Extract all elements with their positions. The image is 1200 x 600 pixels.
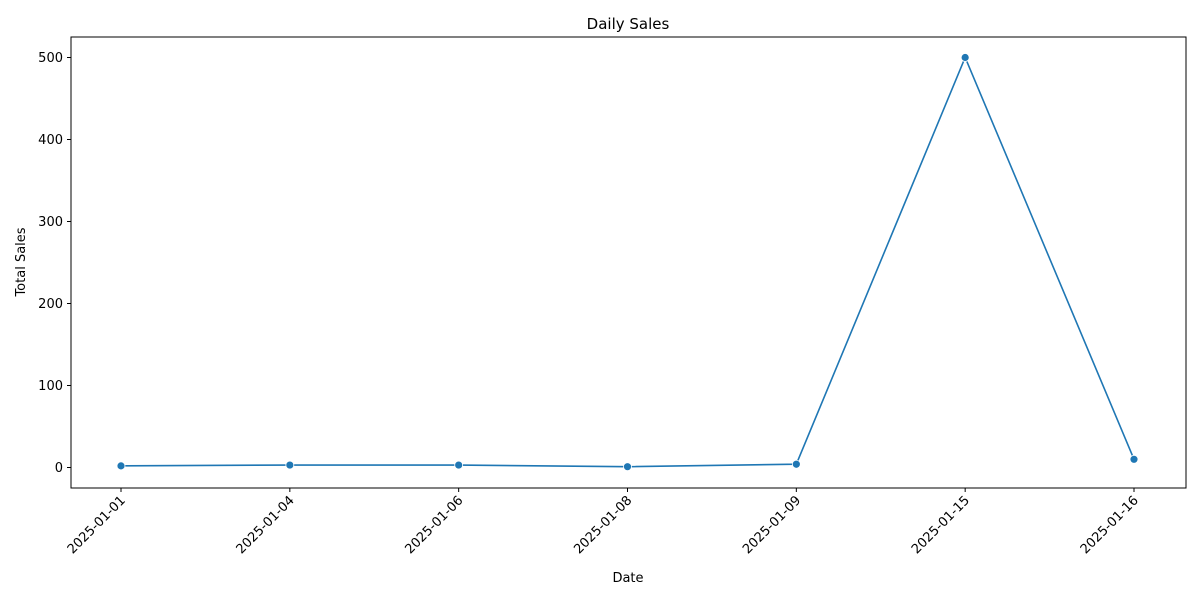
data-point [116, 461, 126, 471]
x-tick-label: 2025-01-06 [402, 493, 466, 557]
y-tick-label: 300 [38, 215, 63, 230]
x-axis-label: Date [612, 571, 643, 586]
y-axis: 0 100 200 300 400 500 [38, 51, 71, 476]
data-point [1129, 454, 1139, 464]
x-tick-label: 2025-01-09 [740, 493, 804, 557]
x-tick-label: 2025-01-15 [909, 493, 973, 557]
series-line [120, 55, 1135, 468]
y-tick-label: 200 [38, 297, 63, 312]
data-point [791, 459, 801, 469]
x-tick-label: 2025-01-04 [234, 493, 298, 557]
data-point [285, 460, 295, 470]
series-layer [116, 53, 1139, 472]
data-point [454, 460, 464, 470]
data-point [623, 462, 632, 472]
y-tick-label: 400 [38, 133, 63, 148]
y-tick-label: 100 [38, 379, 63, 394]
y-tick-label: 500 [38, 51, 63, 66]
plot-area [70, 36, 1187, 489]
x-tick-label: 2025-01-01 [65, 493, 129, 557]
x-tick-label: 2025-01-08 [571, 493, 635, 557]
y-tick-label: 0 [55, 461, 63, 476]
y-axis-label: Total Sales [14, 227, 29, 297]
chart-title: Daily Sales [587, 15, 670, 33]
x-axis: 2025-01-01 2025-01-04 2025-01-06 2025-01-08… [65, 488, 1142, 557]
x-tick-label: 2025-01-16 [1078, 493, 1142, 557]
data-point [960, 53, 970, 62]
